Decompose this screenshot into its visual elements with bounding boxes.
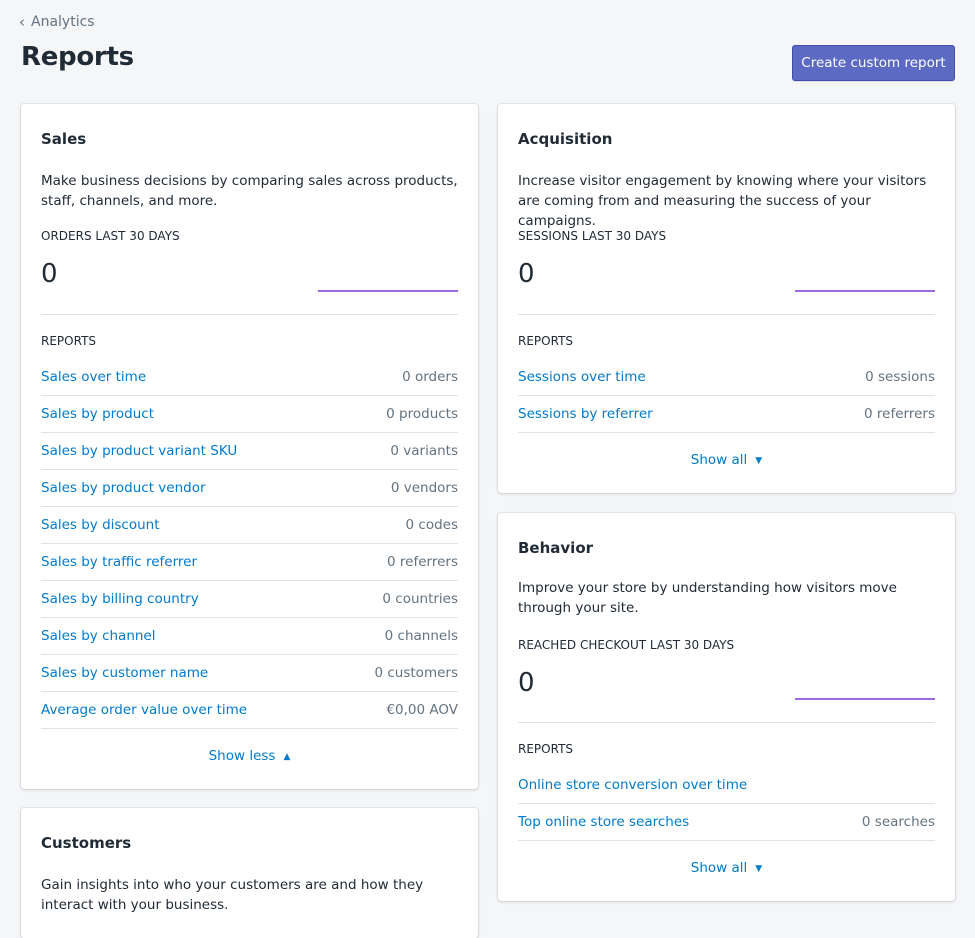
report-row: Sales by traffic referrer 0 referrers (41, 544, 458, 581)
report-count: 0 referrers (864, 406, 935, 422)
breadcrumb[interactable]: ‹ Analytics (19, 14, 95, 30)
report-list: Sessions over time 0 sessions Sessions by … (518, 359, 935, 433)
report-link[interactable]: Online store conversion over time (518, 777, 748, 793)
report-count: 0 sessions (865, 369, 935, 385)
breadcrumb-label: Analytics (31, 14, 95, 30)
behavior-card: Behavior Improve your store by understan… (498, 513, 955, 901)
report-link[interactable]: Sales by traffic referrer (41, 554, 197, 570)
report-link[interactable]: Average order value over time (41, 702, 248, 718)
report-row: Online store conversion over time (518, 767, 935, 804)
caret-down-icon: ▼ (755, 456, 763, 466)
report-count: 0 channels (384, 628, 458, 644)
report-link[interactable]: Sales by customer name (41, 665, 209, 681)
caret-down-icon: ▼ (755, 864, 763, 874)
card-title: Behavior (518, 539, 594, 557)
report-link[interactable]: Sales by product variant SKU (41, 443, 238, 459)
chevron-left-icon: ‹ (19, 12, 25, 31)
card-description: Make business decisions by comparing sal… (41, 173, 458, 209)
report-link[interactable]: Sales by product (41, 406, 154, 422)
report-count: 0 orders (402, 369, 458, 385)
report-count: 0 customers (374, 665, 459, 681)
metric-label: ORDERS LAST 30 DAYS (41, 229, 180, 243)
report-count: 0 products (386, 406, 458, 422)
report-count: 0 searches (861, 814, 935, 830)
metric-value: 0 (41, 259, 58, 289)
report-link[interactable]: Top online store searches (518, 814, 690, 830)
report-link[interactable]: Sessions by referrer (518, 406, 653, 422)
report-count: 0 vendors (390, 480, 458, 496)
card-title: Customers (41, 834, 132, 852)
report-row: Average order value over time €0,00 AOV (41, 692, 458, 729)
metric-label: SESSIONS LAST 30 DAYS (518, 229, 667, 243)
reports-label: REPORTS (41, 334, 97, 348)
report-count: 0 variants (390, 443, 458, 459)
divider (41, 314, 458, 315)
show-less-toggle[interactable]: Show less ▲ (21, 748, 478, 764)
show-all-toggle[interactable]: Show all ▼ (498, 452, 955, 468)
toggle-label: Show less (208, 748, 276, 764)
customers-card: Customers Gain insights into who your cu… (21, 808, 478, 938)
report-count: 0 referrers (387, 554, 458, 570)
card-title: Sales (41, 130, 87, 148)
report-count: 0 codes (405, 517, 458, 533)
report-link[interactable]: Sales by product vendor (41, 480, 206, 496)
metric-value: 0 (518, 259, 535, 289)
report-count: €0,00 AOV (386, 702, 458, 718)
report-row: Sales by product 0 products (41, 396, 458, 433)
report-link[interactable]: Sales by discount (41, 517, 160, 533)
report-link[interactable]: Sales by channel (41, 628, 156, 644)
report-row: Sales over time 0 orders (41, 359, 458, 396)
toggle-label: Show all (690, 860, 748, 876)
reports-label: REPORTS (518, 334, 574, 348)
page-title: Reports (21, 42, 134, 72)
report-link[interactable]: Sales over time (41, 369, 147, 385)
report-count: 0 countries (382, 591, 458, 607)
report-list: Sales over time 0 orders Sales by product 0… (41, 359, 458, 729)
report-row: Sessions by referrer 0 referrers (518, 396, 935, 433)
acquisition-card: Acquisition Increase visitor engagement … (498, 104, 955, 493)
report-row: Sales by discount 0 codes (41, 507, 458, 544)
card-title: Acquisition (518, 130, 613, 148)
report-row: Sales by channel 0 channels (41, 618, 458, 655)
create-custom-report-button[interactable]: Create custom report (792, 45, 955, 81)
divider (518, 314, 935, 315)
show-all-toggle[interactable]: Show all ▼ (498, 860, 955, 876)
card-description: Gain insights into who your customers ar… (41, 877, 424, 913)
report-link[interactable]: Sessions over time (518, 369, 646, 385)
report-link[interactable]: Sales by billing country (41, 591, 199, 607)
divider (518, 722, 935, 723)
reports-label: REPORTS (518, 742, 574, 756)
report-row: Sales by product variant SKU 0 variants (41, 433, 458, 470)
card-description: Increase visitor engagement by knowing w… (518, 173, 927, 229)
metric-value: 0 (518, 668, 535, 698)
sparkline (795, 698, 935, 700)
toggle-label: Show all (690, 452, 748, 468)
card-description: Improve your store by understanding how … (518, 580, 897, 616)
sales-card: Sales Make business decisions by compari… (21, 104, 478, 789)
report-row: Sessions over time 0 sessions (518, 359, 935, 396)
report-row: Sales by product vendor 0 vendors (41, 470, 458, 507)
report-row: Sales by customer name 0 customers (41, 655, 458, 692)
sparkline (318, 290, 458, 292)
report-list: Online store conversion over time Top onl… (518, 767, 935, 841)
report-row: Sales by billing country 0 countries (41, 581, 458, 618)
metric-label: REACHED CHECKOUT LAST 30 DAYS (518, 638, 735, 652)
caret-up-icon: ▲ (283, 752, 291, 762)
report-row: Top online store searches 0 searches (518, 804, 935, 841)
sparkline (795, 290, 935, 292)
